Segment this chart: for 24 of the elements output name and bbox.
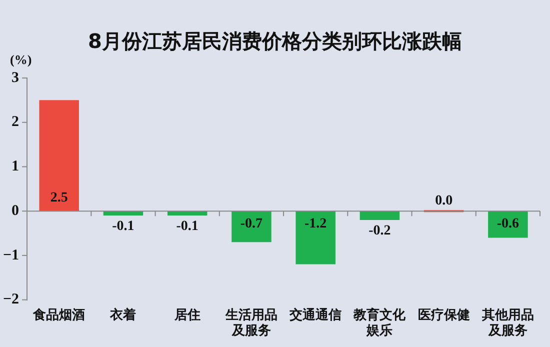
y-tick-label: 1	[12, 158, 20, 175]
x-tick-label: 居住	[173, 308, 200, 323]
chart-title: 8月份江苏居民消费价格分类别环比涨跌幅	[88, 29, 462, 53]
x-tick-label: 医疗保健	[418, 306, 470, 323]
y-tick-label: 2	[12, 114, 20, 130]
x-tick-label: 食品烟酒	[32, 306, 86, 323]
y-axis-title: (%)	[10, 52, 32, 68]
y-tick-label: −2	[2, 292, 20, 308]
data-label: -0.1	[176, 219, 198, 234]
x-tick-label: 交通通信	[288, 306, 342, 323]
data-label: -1.2	[304, 216, 327, 232]
y-tick-label: −1	[2, 247, 20, 264]
data-label: -0.7	[240, 216, 263, 232]
x-tick-label: 生活用品及服务	[224, 308, 278, 339]
y-tick-label: 0	[12, 202, 20, 219]
x-tick-label: 教育文化娱乐	[352, 306, 407, 339]
data-label: -0.1	[112, 219, 134, 234]
x-tick-label: 其他用品及服务	[480, 308, 534, 339]
data-label: -0.6	[496, 216, 520, 232]
y-tick-label: 3	[12, 70, 20, 86]
data-label: 0.0	[435, 194, 453, 209]
x-tick-label: 衣着	[109, 306, 136, 323]
data-label: -0.2	[368, 224, 391, 239]
data-label: 2.5	[50, 190, 68, 206]
